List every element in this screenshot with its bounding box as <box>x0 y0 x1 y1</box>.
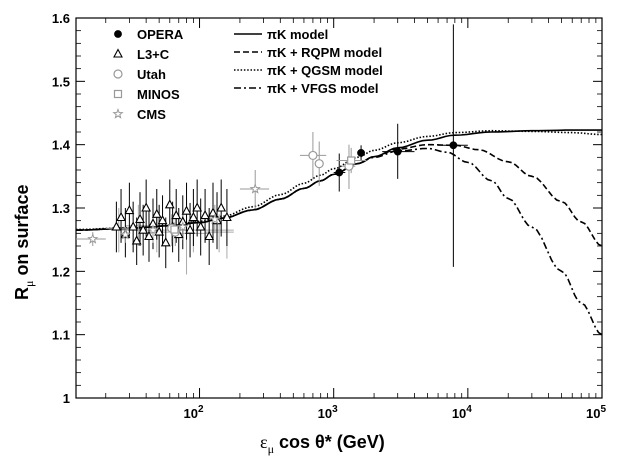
data-points <box>76 24 468 275</box>
legend-model-label-0: πK model <box>267 27 328 42</box>
minos-point-1 <box>347 156 356 165</box>
l3-c-point-26 <box>204 230 215 241</box>
y-tick-label-5: 1.5 <box>52 74 70 89</box>
l3-c-point-1 <box>116 211 126 222</box>
x-tick-label-0: 102 <box>184 404 204 421</box>
l3-c-point-15 <box>164 199 175 209</box>
legend-model-label-3: πK + VFGS model <box>267 81 378 96</box>
l3-c-point-21 <box>185 224 195 234</box>
cms-point-2 <box>147 224 159 235</box>
legend-marker-2 <box>113 69 123 79</box>
l3-c-point-24 <box>195 221 206 231</box>
y-tick-label-1: 1.1 <box>52 328 70 343</box>
l3-c-point-5 <box>131 235 142 245</box>
l3-c-point-8 <box>141 202 152 212</box>
axis-ticks: 1 1.1 1.2 1.3 1.4 1.5 1.6 102 103 104 105 <box>52 11 607 421</box>
cms-point-3 <box>177 221 189 232</box>
minos-point-0 <box>170 225 179 234</box>
y-tick-label-2: 1.2 <box>52 264 70 279</box>
y-tick-label-6: 1.6 <box>52 11 70 26</box>
l3-c-point-22 <box>188 211 199 222</box>
x-tick-label-3: 105 <box>586 404 606 421</box>
opera-point-0 <box>335 168 344 177</box>
opera-point-1 <box>357 149 365 157</box>
legend-model-label-2: πK + QGSM model <box>267 63 383 78</box>
l3-c-point-14 <box>160 237 171 247</box>
legend-label-3: MINOS <box>137 87 180 102</box>
cms-point-1 <box>119 228 131 240</box>
y-tick-label-3: 1.3 <box>52 201 70 216</box>
legend-marker-4 <box>112 108 124 119</box>
legend-marker-1 <box>113 48 123 58</box>
x-tick-label-2: 104 <box>452 404 472 421</box>
y-tick-label-4: 1.4 <box>52 138 71 153</box>
l3-c-point-7 <box>138 224 149 234</box>
legend-label-2: Utah <box>137 67 166 82</box>
legend-marker-0 <box>114 30 122 38</box>
legend: OPERA L3+C Utah MINOS CMS πK model πK + RQPM m… <box>112 27 383 122</box>
opera-point-2 <box>393 147 402 156</box>
x-tick-label-1: 103 <box>318 404 338 421</box>
x-axis-label: εμ cos θ* (GeV) <box>260 432 385 456</box>
legend-label-1: L3+C <box>137 47 170 62</box>
l3-c-point-30 <box>222 211 232 222</box>
legend-marker-3 <box>113 89 123 99</box>
l3-c-point-12 <box>154 226 165 236</box>
utah-point-2 <box>308 150 318 161</box>
l3-c-point-11 <box>151 208 162 218</box>
y-axis-label: Rμ on surface <box>12 185 36 300</box>
cms-point-4 <box>209 213 221 225</box>
l3-c-point-6 <box>135 213 145 223</box>
l3-c-point-4 <box>128 221 139 231</box>
l3-c-point-0 <box>111 221 122 231</box>
legend-label-0: OPERA <box>137 27 184 42</box>
l3-c-point-29 <box>216 202 227 212</box>
l3-c-point-25 <box>200 209 211 220</box>
l3-c-point-13 <box>157 214 168 225</box>
l3-c-point-17 <box>171 209 182 220</box>
legend-model-label-1: πK + RQPM model <box>267 45 382 60</box>
l3-c-point-27 <box>208 207 218 217</box>
l3-c-point-23 <box>192 202 203 212</box>
l3-c-point-3 <box>124 204 135 215</box>
opera-point-3 <box>449 141 458 150</box>
l3-c-point-20 <box>181 205 192 215</box>
cms-point-5 <box>249 183 261 194</box>
utah-point-3 <box>314 159 324 169</box>
cms-point-0 <box>87 233 99 244</box>
legend-label-4: CMS <box>137 107 166 122</box>
l3-c-point-9 <box>144 230 154 241</box>
y-tick-label-0: 1 <box>63 391 70 406</box>
